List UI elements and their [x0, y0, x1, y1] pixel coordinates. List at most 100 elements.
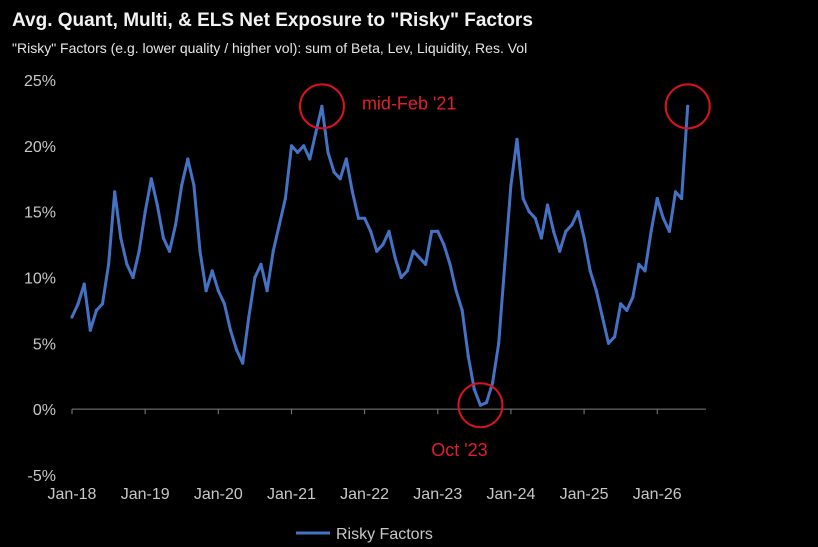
data-point [533, 216, 537, 220]
data-point [545, 203, 550, 207]
x-tick-label: Jan-22 [340, 486, 389, 503]
data-point [478, 403, 482, 407]
axes-layer: 25% 20% 15% 10% 5% 0% -5%Jan-18 Jan-19 Jan-20 Jan… [24, 73, 706, 503]
data-point [570, 223, 574, 227]
data-point [576, 210, 580, 214]
x-tick-label: Jan-19 [121, 486, 170, 503]
data-point [143, 210, 147, 214]
data-point [76, 302, 80, 306]
data-point [113, 190, 117, 194]
data-point [472, 387, 476, 391]
legend: Risky Factors [296, 526, 433, 543]
data-point [235, 348, 239, 352]
data-point [686, 104, 690, 108]
data-point [448, 262, 452, 266]
data-point [655, 196, 659, 201]
data-point [332, 170, 336, 174]
data-point [424, 262, 428, 266]
chart-subtitle: "Risky" Factors (e.g. lower quality / hi… [12, 40, 528, 56]
data-point [88, 328, 92, 332]
data-point [466, 354, 470, 359]
data-point [643, 269, 647, 273]
data-point [198, 249, 202, 253]
data-point [497, 341, 501, 345]
data-point [430, 229, 434, 233]
data-point [350, 190, 354, 194]
data-point [167, 249, 172, 253]
data-point [70, 315, 74, 319]
series-layer [70, 104, 690, 407]
data-point [454, 289, 458, 293]
y-tick-label: 10% [24, 271, 56, 288]
annotation-label: mid-Feb '21 [362, 93, 456, 113]
x-tick-label: Jan-21 [267, 486, 316, 503]
data-point [515, 137, 519, 141]
data-point [94, 308, 98, 312]
annotation-layer: mid-Feb '21 Oct '23 [298, 83, 711, 460]
legend-label-risky-factors: Risky Factors [336, 526, 433, 543]
x-tick-label: Jan-25 [560, 486, 609, 503]
data-point [277, 223, 281, 227]
data-point [552, 229, 556, 233]
data-point [247, 315, 251, 319]
data-point [174, 223, 178, 227]
series-line-risky-factors [70, 104, 690, 407]
data-point [405, 269, 409, 273]
data-point [155, 203, 159, 207]
data-point [393, 256, 397, 260]
y-tick-label: 20% [24, 139, 56, 156]
data-point [161, 236, 165, 240]
data-point [186, 157, 190, 161]
data-point [631, 295, 635, 299]
data-point [411, 249, 415, 253]
data-point [613, 335, 617, 339]
data-point [228, 328, 233, 332]
y-tick-label: 5% [33, 336, 56, 353]
data-point [637, 262, 641, 266]
data-point [192, 183, 196, 187]
y-tick-label: 25% [24, 73, 56, 90]
y-tick-label: -5% [28, 468, 56, 485]
data-point [539, 236, 544, 240]
data-point [484, 401, 489, 405]
data-point [582, 236, 586, 240]
data-point [491, 381, 495, 385]
data-point [619, 302, 623, 306]
data-point [222, 302, 226, 306]
data-point [436, 229, 440, 233]
data-point [289, 144, 294, 148]
data-point [661, 216, 665, 220]
data-point [271, 249, 275, 253]
data-point [149, 177, 153, 181]
data-point [302, 144, 306, 148]
data-point [594, 289, 598, 293]
data-point [399, 275, 403, 280]
data-point [680, 196, 684, 201]
data-point [210, 269, 214, 273]
data-point [588, 269, 592, 273]
y-tick-label: 15% [24, 205, 56, 222]
data-point [137, 249, 141, 253]
data-point [296, 150, 300, 154]
data-point [369, 229, 373, 233]
y-tick-label: 0% [33, 402, 56, 419]
data-point [180, 183, 184, 187]
data-point [649, 229, 653, 233]
data-point [204, 289, 208, 293]
data-point [125, 262, 129, 266]
data-point [673, 190, 678, 194]
data-point [460, 308, 464, 312]
data-point [387, 229, 391, 233]
annotation-label: Oct '23 [431, 440, 487, 460]
annotation-circle [457, 382, 504, 429]
data-point [527, 210, 531, 214]
data-point [442, 243, 446, 247]
data-point [521, 196, 525, 201]
data-point [259, 262, 263, 266]
data-point [667, 229, 672, 233]
data-point [503, 262, 507, 266]
data-point [375, 249, 379, 253]
data-point [308, 157, 312, 161]
data-point [265, 289, 269, 293]
data-point [600, 315, 605, 319]
